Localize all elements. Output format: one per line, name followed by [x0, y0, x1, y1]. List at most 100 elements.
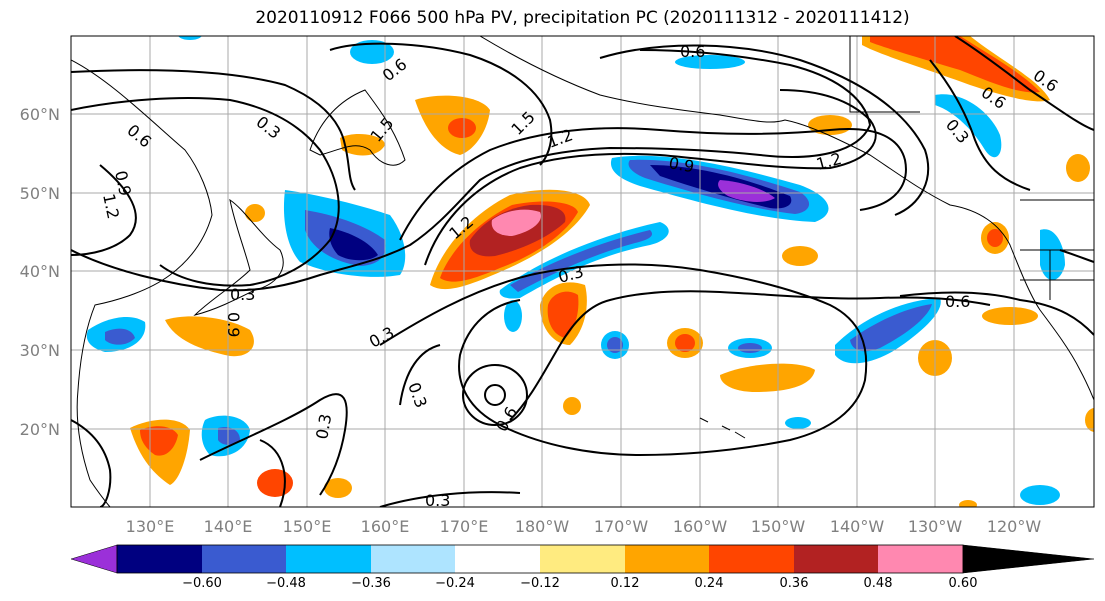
neg-anomaly-gulf-alaska-min [718, 180, 775, 202]
contour-label: 0.6 [680, 42, 705, 61]
lon-tick-label: 180°W [515, 517, 570, 536]
precip-shading [86, 36, 1094, 507]
lat-tick-label: 50°N [20, 184, 60, 203]
pos-anomaly-okhotsk-core [448, 118, 476, 138]
alaska-coast [479, 36, 1094, 401]
pos-anomaly-small-4-core [987, 229, 1003, 247]
contour-label: 0.9 [224, 312, 243, 337]
contour-1.2-west-lobe [71, 164, 137, 256]
contour-label: 1.2 [99, 192, 123, 221]
contour-label: 0.3 [312, 412, 335, 440]
contour-0.9-central [399, 127, 907, 241]
contour-0.3-ne [929, 59, 1031, 191]
colorbar: −0.60 −0.48 −0.36 −0.24 −0.12 0.12 0.24 … [70, 544, 1095, 591]
contour-label: 0.3 [425, 491, 450, 510]
colorbar-tick: −0.24 [435, 576, 475, 591]
colorbar-tick: 0.24 [695, 576, 724, 591]
contour-low-circle-inner [484, 384, 506, 406]
colorbar-tick: −0.12 [520, 576, 560, 591]
contour-0.6-ring [599, 44, 930, 216]
contour-label: 0.3 [230, 285, 255, 304]
colorbar-tick: 0.60 [949, 576, 978, 591]
pos-anomaly-hawaii-west [720, 363, 815, 392]
kamchatka-coast [309, 89, 406, 166]
colorbar-cell [540, 545, 625, 573]
contour-label: 0.9 [667, 153, 695, 176]
contour-1.2-central [424, 89, 877, 266]
contour-0.6-subtropical [509, 290, 991, 421]
lon-tick-label: 140°W [830, 517, 885, 536]
neg-anomaly-small-4 [350, 40, 394, 64]
colorbar-cell [625, 545, 709, 573]
colorbar-tick: −0.36 [351, 576, 391, 591]
pos-anomaly-small-1-core [675, 334, 695, 352]
map-title: 2020110912 F066 500 hPa PV, precipitatio… [255, 8, 910, 28]
neg-anomaly-small-7 [785, 417, 811, 429]
pos-anomaly-kamchatka [340, 134, 385, 156]
colorbar-cell [117, 545, 202, 573]
lon-tick-label: 150°E [283, 517, 332, 536]
neg-anomaly-small-2-core [738, 343, 762, 353]
colorbar-cell [709, 545, 794, 573]
neg-anomaly-20n-west-core [218, 427, 240, 445]
lon-tick-label: 160°W [673, 517, 728, 536]
neg-anomaly-small-5 [675, 55, 745, 69]
latitude-ticks: 60°N 50°N 40°N 30°N 20°N [20, 105, 60, 439]
contour-0.6-ne [954, 36, 1094, 131]
lon-tick-label: 160°E [361, 517, 410, 536]
pos-anomaly-small-2 [782, 246, 818, 266]
contour-0.3-west [71, 49, 872, 292]
contour-0.3-far-west [71, 419, 112, 507]
pos-anomaly-small-10 [563, 397, 581, 415]
lon-tick-label: 150°W [751, 517, 806, 536]
asia-coast [71, 59, 213, 507]
pos-anomaly-small-13 [959, 500, 977, 507]
pos-anomaly-small-8 [257, 469, 293, 497]
neg-anomaly-central-pacific-core [510, 230, 653, 292]
graticule [71, 36, 1094, 507]
contour-0.6-north [71, 69, 356, 191]
us-states [1020, 249, 1094, 300]
contour-low-circle [462, 364, 528, 426]
colorbar-cell [794, 545, 878, 573]
lat-tick-label: 30°N [20, 341, 60, 360]
contour-1.5-north [329, 42, 553, 166]
lat-tick-label: 40°N [20, 262, 60, 281]
lat-tick-label: 20°N [20, 420, 60, 439]
colorbar-cell [455, 545, 540, 573]
contour-0.6-east [899, 291, 1094, 336]
lon-tick-label: 170°E [440, 517, 489, 536]
pos-anomaly-small-5 [982, 307, 1038, 325]
pos-anomaly-pnw-core [870, 36, 1040, 93]
pos-anomaly-japan-south [165, 316, 254, 357]
pv-contours [71, 36, 1094, 507]
contour-east-edge [1059, 249, 1094, 263]
neg-anomaly-small-3 [504, 300, 522, 332]
pos-anomaly-subtropical-core [547, 291, 579, 338]
contour-0.3-low [399, 344, 441, 406]
contour-0.3-south [199, 393, 348, 507]
neg-anomaly-small-1-core [607, 337, 623, 353]
contour-label: 0.6 [945, 292, 970, 311]
lon-tick-label: 130°W [908, 517, 963, 536]
colorbar-tick: 0.36 [780, 576, 809, 591]
neg-anomaly-small-6 [1020, 485, 1060, 505]
colorbar-cell [202, 545, 286, 573]
longitude-ticks: 130°E 140°E 150°E 160°E 170°E 180°W 170°… [126, 517, 1042, 536]
neg-anomaly-japan-east-min [329, 228, 378, 261]
colorbar-tick: −0.48 [266, 576, 306, 591]
neg-anomaly-west-coast [935, 94, 1002, 158]
neg-anomaly-east-pacific-core [850, 304, 932, 352]
pos-anomaly-small-9 [324, 478, 352, 498]
colorbar-cell [371, 545, 455, 573]
pos-anomaly-kuroshio-jet-max [491, 209, 541, 236]
contour-1.2-north [71, 97, 340, 287]
colorbar-outline [116, 544, 964, 574]
colorbar-cell [286, 545, 371, 573]
pos-anomaly-small-11 [245, 204, 265, 222]
map-frame [70, 35, 1095, 508]
neg-anomaly-small-8 [178, 36, 202, 40]
lon-tick-label: 120°W [987, 517, 1042, 536]
lon-tick-label: 170°W [594, 517, 649, 536]
colorbar-tick: 0.48 [864, 576, 893, 591]
